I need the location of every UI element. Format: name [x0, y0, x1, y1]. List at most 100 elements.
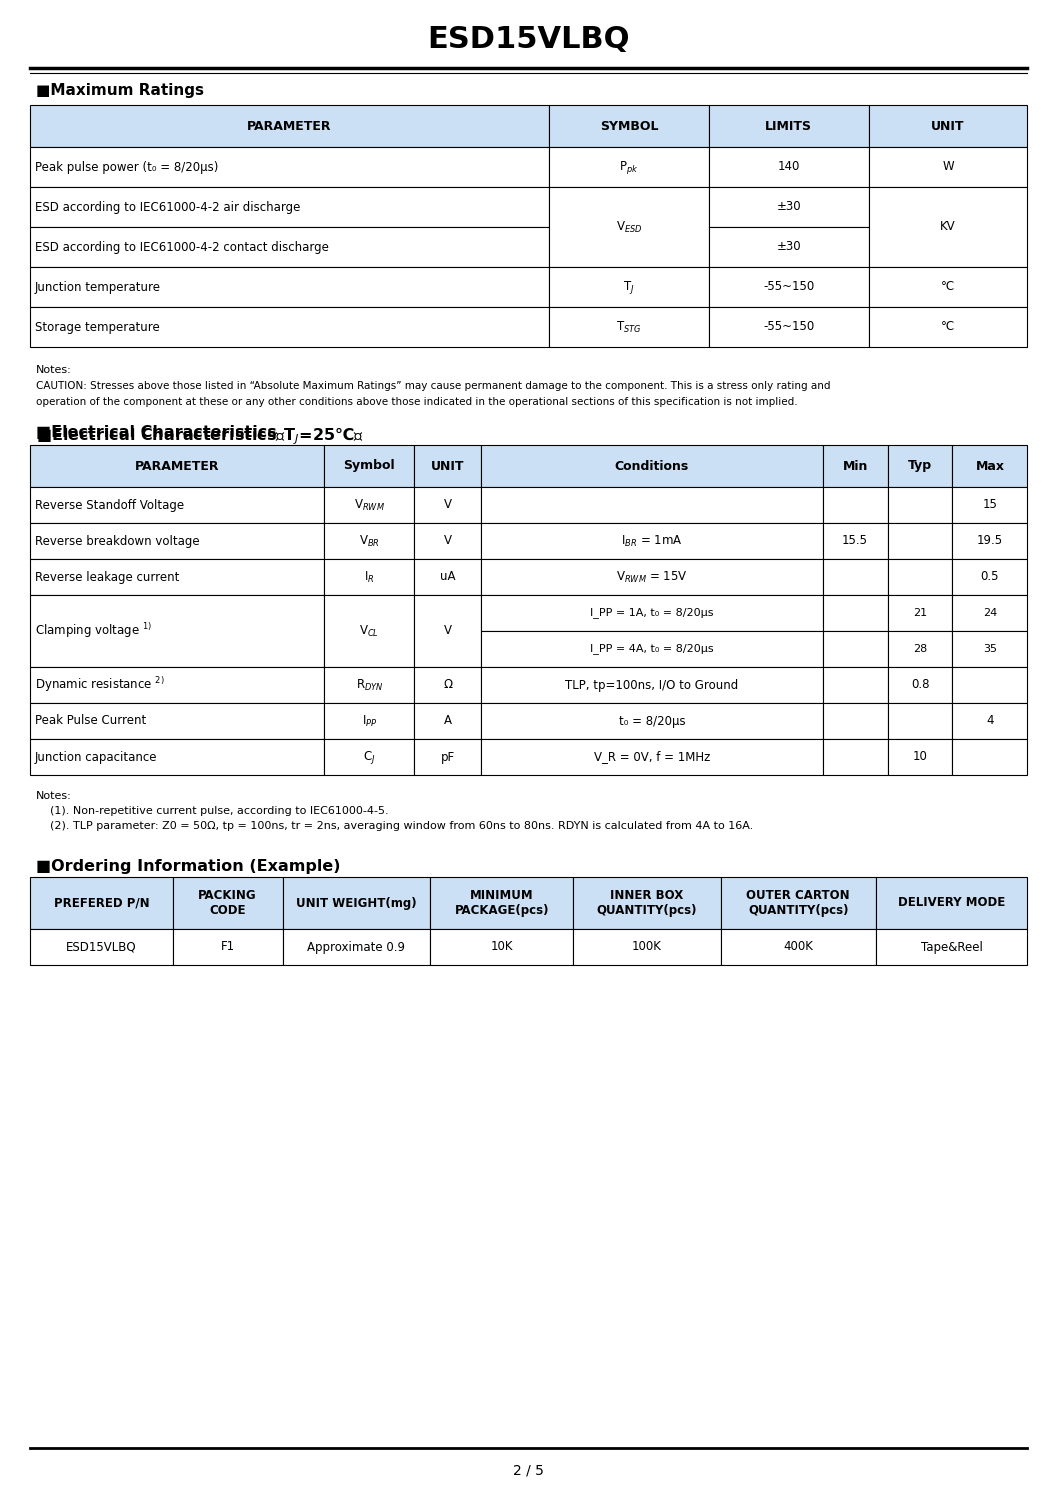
Bar	[868, 147, 1027, 187]
Bar	[823, 631, 887, 667]
Bar	[952, 487, 1027, 523]
Bar	[414, 667, 481, 703]
Bar	[481, 487, 823, 523]
Text: CAUTION: Stresses above those listed in “Absolute Maximum Ratings” may cause per: CAUTION: Stresses above those listed in …	[36, 380, 830, 391]
Text: INNER BOX
QUANTITY(pcs): INNER BOX QUANTITY(pcs)	[596, 888, 697, 917]
Bar	[887, 559, 952, 595]
Bar	[952, 631, 1027, 667]
Text: V$_{ESD}$: V$_{ESD}$	[615, 219, 642, 235]
Bar	[708, 228, 868, 267]
Bar	[30, 267, 550, 307]
Bar	[887, 667, 952, 703]
Text: (1). Non-repetitive current pulse, according to IEC61000-4-5.: (1). Non-repetitive current pulse, accor…	[36, 806, 389, 816]
Bar	[324, 559, 414, 595]
Text: UNIT WEIGHT(mg): UNIT WEIGHT(mg)	[297, 896, 417, 909]
Text: Notes:: Notes:	[36, 791, 72, 801]
Bar	[30, 523, 324, 559]
Bar	[573, 929, 721, 965]
Bar	[887, 631, 952, 667]
Bar	[481, 445, 823, 487]
Text: (2). TLP parameter: Z0 = 50Ω, tp = 100ns, tr = 2ns, averaging window from 60ns t: (2). TLP parameter: Z0 = 50Ω, tp = 100ns…	[36, 821, 753, 831]
Text: 15: 15	[983, 499, 998, 511]
Text: Reverse leakage current: Reverse leakage current	[35, 571, 179, 584]
Bar	[721, 929, 876, 965]
Text: UNIT: UNIT	[931, 120, 965, 132]
Text: °C: °C	[941, 321, 955, 334]
Text: Junction temperature: Junction temperature	[35, 280, 161, 294]
Bar	[30, 147, 550, 187]
Bar	[708, 147, 868, 187]
Bar	[283, 876, 430, 929]
Text: Junction capacitance: Junction capacitance	[35, 750, 158, 764]
Text: Typ: Typ	[908, 460, 932, 472]
Bar	[30, 105, 550, 147]
Bar	[823, 559, 887, 595]
Text: ESD15VLBQ: ESD15VLBQ	[66, 941, 137, 954]
Bar	[952, 667, 1027, 703]
Text: I$_{BR}$ = 1mA: I$_{BR}$ = 1mA	[622, 533, 683, 548]
Text: I$_{PP}$: I$_{PP}$	[362, 713, 377, 728]
Bar	[324, 595, 414, 667]
Text: ±30: ±30	[776, 241, 801, 253]
Text: 10K: 10K	[490, 941, 513, 954]
Text: W: W	[943, 160, 954, 174]
Bar	[324, 739, 414, 774]
Text: V$_{RWM}$: V$_{RWM}$	[354, 497, 384, 512]
Text: Symbol: Symbol	[343, 460, 395, 472]
Bar	[708, 187, 868, 228]
Text: PARAMETER: PARAMETER	[248, 120, 331, 132]
Bar	[30, 228, 550, 267]
Text: LIMITS: LIMITS	[766, 120, 812, 132]
Bar	[550, 147, 708, 187]
Bar	[481, 631, 823, 667]
Bar	[876, 929, 1027, 965]
Bar	[30, 487, 324, 523]
Bar	[573, 876, 721, 929]
Text: I$_{R}$: I$_{R}$	[364, 569, 375, 584]
Text: 24: 24	[983, 608, 998, 619]
Bar	[708, 105, 868, 147]
Bar	[30, 703, 324, 739]
Text: KV: KV	[940, 220, 956, 234]
Bar	[550, 307, 708, 348]
Bar	[414, 595, 481, 667]
Bar	[550, 267, 708, 307]
Text: pF: pF	[441, 750, 455, 764]
Text: Storage temperature: Storage temperature	[35, 321, 160, 334]
Bar	[823, 487, 887, 523]
Text: ±30: ±30	[776, 201, 801, 214]
Text: PACKING
CODE: PACKING CODE	[198, 888, 257, 917]
Text: V$_{BR}$: V$_{BR}$	[359, 533, 380, 548]
Text: 28: 28	[913, 644, 928, 655]
Text: C$_{J}$: C$_{J}$	[363, 749, 376, 765]
Text: ■Ordering Information (Example): ■Ordering Information (Example)	[36, 858, 340, 873]
Text: V: V	[444, 625, 452, 638]
Text: uA: uA	[441, 571, 455, 584]
Bar	[952, 739, 1027, 774]
Bar	[173, 876, 283, 929]
Text: 140: 140	[777, 160, 800, 174]
Bar	[414, 739, 481, 774]
Text: DELIVERY MODE: DELIVERY MODE	[898, 896, 1005, 909]
Text: -55~150: -55~150	[764, 321, 814, 334]
Bar	[30, 667, 324, 703]
Text: Approximate 0.9: Approximate 0.9	[307, 941, 406, 954]
Text: Reverse breakdown voltage: Reverse breakdown voltage	[35, 535, 199, 547]
Bar	[868, 105, 1027, 147]
Bar	[173, 929, 283, 965]
Bar	[952, 703, 1027, 739]
Text: I_PP = 1A, t₀ = 8/20μs: I_PP = 1A, t₀ = 8/20μs	[590, 608, 714, 619]
Text: Reverse Standoff Voltage: Reverse Standoff Voltage	[35, 499, 184, 511]
Bar	[481, 523, 823, 559]
Bar	[30, 307, 550, 348]
Text: Max: Max	[975, 460, 1004, 472]
Text: SYMBOL: SYMBOL	[599, 120, 659, 132]
Text: Dynamic resistance $^{2)}$: Dynamic resistance $^{2)}$	[35, 676, 164, 695]
Text: 4: 4	[986, 715, 993, 728]
Text: OUTER CARTON
QUANTITY(pcs): OUTER CARTON QUANTITY(pcs)	[747, 888, 850, 917]
Bar	[324, 523, 414, 559]
Bar	[414, 559, 481, 595]
Bar	[30, 445, 324, 487]
Text: V_R = 0V, f = 1MHz: V_R = 0V, f = 1MHz	[594, 750, 711, 764]
Bar	[550, 187, 708, 267]
